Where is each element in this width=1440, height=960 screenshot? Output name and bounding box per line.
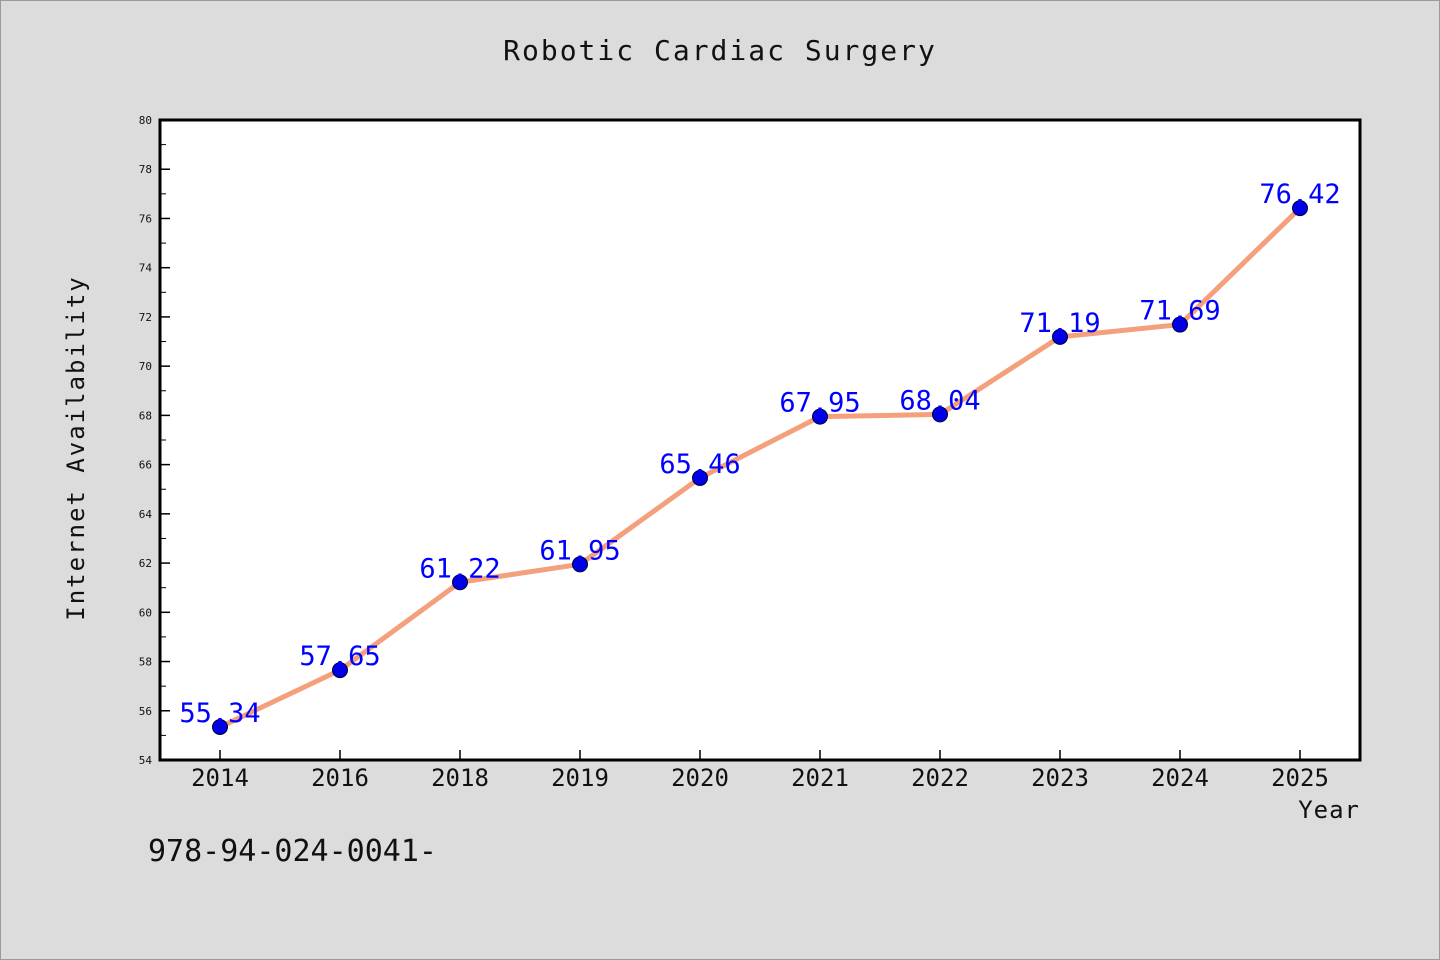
x-tick-label: 2020 bbox=[671, 764, 729, 792]
y-axis-label: Internet Availability bbox=[62, 275, 90, 621]
x-tick-label: 2016 bbox=[311, 764, 369, 792]
x-tick-label: 2014 bbox=[191, 764, 249, 792]
data-point bbox=[212, 719, 228, 736]
y-tick-label: 68 bbox=[139, 409, 152, 422]
y-tick-label: 70 bbox=[139, 360, 152, 373]
data-label: 68.04 bbox=[899, 385, 980, 416]
x-axis-label: Year bbox=[1298, 796, 1360, 824]
x-tick-label: 2025 bbox=[1271, 764, 1329, 792]
y-axis: 54 56 58 60 62 64 66 68 70 72 74 76 78 80 bbox=[139, 114, 170, 767]
y-tick-label: 80 bbox=[139, 114, 152, 127]
data-point bbox=[1052, 328, 1068, 345]
y-tick-label: 56 bbox=[139, 705, 152, 718]
data-label: 55.34 bbox=[179, 698, 260, 729]
data-label: 76.42 bbox=[1259, 179, 1340, 210]
series-line bbox=[217, 205, 1303, 730]
footnote-text: 978-94-024-0041- bbox=[148, 834, 437, 869]
data-point bbox=[1292, 200, 1308, 217]
data-labels: 55.34 57.65 61.22 61.95 65.46 67.95 68.04 71.19… bbox=[179, 179, 1340, 729]
y-tick-label: 78 bbox=[139, 163, 152, 176]
y-tick-label: 76 bbox=[139, 212, 152, 225]
data-point bbox=[812, 408, 828, 425]
x-tick-label: 2022 bbox=[911, 764, 969, 792]
data-point bbox=[1172, 316, 1188, 333]
y-tick-label: 62 bbox=[139, 557, 152, 570]
data-point bbox=[932, 406, 948, 423]
data-point bbox=[452, 574, 468, 591]
data-label: 65.46 bbox=[659, 449, 740, 480]
x-tick-label: 2023 bbox=[1031, 764, 1089, 792]
data-label: 67.95 bbox=[779, 388, 860, 419]
data-label: 71.69 bbox=[1139, 296, 1220, 327]
data-label: 61.95 bbox=[539, 535, 620, 566]
data-point bbox=[572, 556, 588, 573]
x-tick-label: 2019 bbox=[551, 764, 609, 792]
data-label: 61.22 bbox=[419, 553, 500, 584]
x-tick-label: 2018 bbox=[431, 764, 489, 792]
x-tick-label: 2024 bbox=[1151, 764, 1209, 792]
y-tick-label: 66 bbox=[139, 459, 152, 472]
y-tick-label: 60 bbox=[139, 606, 152, 619]
y-tick-label: 74 bbox=[139, 262, 153, 275]
y-tick-label: 58 bbox=[139, 656, 152, 669]
y-tick-label: 64 bbox=[139, 508, 153, 521]
series-markers bbox=[212, 200, 1308, 736]
y-tick-label: 54 bbox=[139, 754, 153, 767]
data-point bbox=[692, 469, 708, 486]
x-axis: 2014 2016 2018 2019 2020 2021 2022 2023 2024 2025 bbox=[191, 750, 1329, 792]
data-label: 57.65 bbox=[299, 641, 380, 672]
x-tick-label: 2021 bbox=[791, 764, 849, 792]
data-point bbox=[332, 662, 348, 679]
chart-title: Robotic Cardiac Surgery bbox=[503, 34, 937, 67]
data-label: 71.19 bbox=[1019, 308, 1100, 339]
y-tick-label: 72 bbox=[139, 311, 152, 324]
